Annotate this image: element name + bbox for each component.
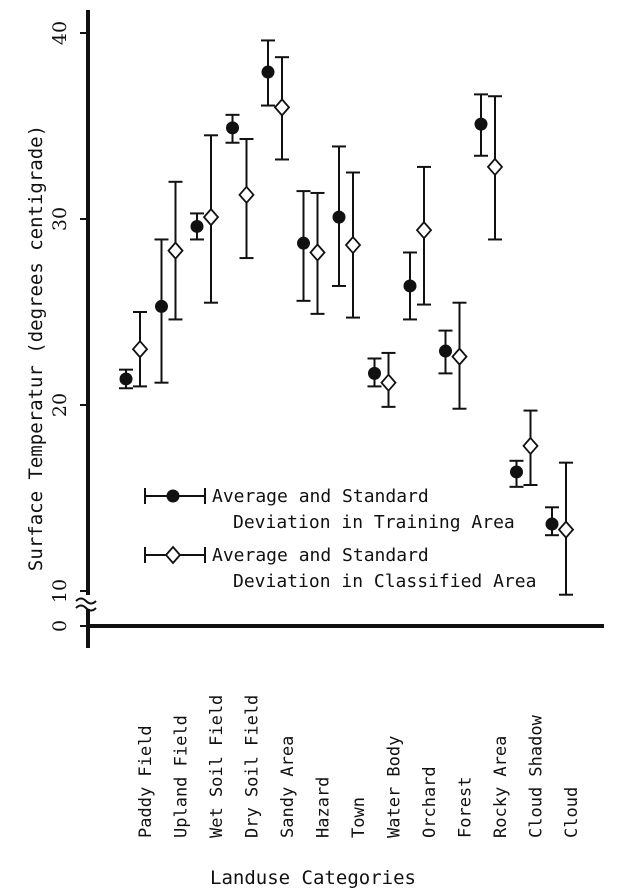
category-labels: Paddy Field Upland Field Wet Soil Field Dry… (136, 695, 582, 838)
point-training-1-marker (155, 299, 168, 313)
y-tick-label-20: 20 (49, 393, 71, 417)
category-label-11: Cloud Shadow (527, 714, 547, 838)
category-label-3: Dry Soil Field (243, 695, 263, 838)
y-tick-label-10: 10 (49, 579, 71, 603)
category-label-7: Water Body (385, 736, 405, 838)
category-label-1: Upland Field (172, 715, 192, 838)
series-classified (131, 56, 575, 596)
point-training-2-marker (190, 219, 204, 233)
y-axis-title: Surface Temperatur (degrees centigrade) (25, 125, 47, 571)
point-classified-6-marker (344, 235, 362, 255)
point-training-6-marker (332, 210, 346, 224)
category-label-8: Orchard (420, 766, 440, 838)
point-training-4-marker (261, 65, 275, 79)
category-label-6: Town (349, 797, 369, 838)
legend-marker (166, 489, 180, 503)
legend-symbol-training (144, 488, 206, 504)
category-label-0: Paddy Field (136, 725, 156, 838)
point-training-3-marker (226, 121, 239, 135)
point-classified-4-marker (273, 98, 291, 117)
point-classified-12-marker (557, 520, 575, 539)
legend-symbol-classified (144, 545, 206, 565)
category-label-5: Hazard (314, 777, 334, 838)
category-label-9: Forest (456, 777, 476, 838)
point-classified-5-marker (309, 243, 326, 262)
x-axis-title: Landuse Categories (210, 867, 416, 889)
legend: Average and Standard Deviation in Traini… (144, 486, 536, 592)
point-training-0-marker (119, 372, 133, 386)
category-label-4: Sandy Area (278, 736, 298, 838)
point-training-7-marker (368, 366, 381, 380)
point-training-9-marker (439, 344, 452, 358)
point-training-8-marker (403, 279, 417, 293)
point-training-11-marker (510, 465, 523, 479)
legend-classified-line2: Deviation in Classified Area (233, 571, 536, 592)
axis-break-mark-lower (75, 604, 97, 612)
legend-training-line1: Average and Standard (212, 486, 429, 507)
point-training-12-marker (545, 517, 559, 531)
axis-break-gap (78, 595, 100, 609)
series-training (119, 39, 559, 537)
legend-training-line2: Deviation in Training Area (233, 512, 515, 533)
point-classified-1-marker (167, 241, 184, 260)
point-classified-10-marker (486, 157, 504, 177)
point-training-10-marker (474, 117, 488, 131)
axes (75, 10, 604, 648)
category-label-10: Rocky Area (491, 736, 511, 838)
y-tick-label-40: 40 (49, 21, 71, 45)
category-label-12: Cloud (562, 787, 582, 838)
legend-marker (164, 545, 182, 565)
point-classified-9-marker (451, 347, 468, 367)
point-classified-2-marker (202, 207, 220, 227)
y-tick-label-0: 0 (49, 620, 71, 632)
point-training-5-marker (297, 236, 310, 250)
y-ticks: 0 10 20 30 40 (49, 21, 88, 632)
point-classified-0-marker (131, 339, 149, 359)
axis-break-mark-upper (75, 597, 97, 605)
legend-classified-line1: Average and Standard (212, 545, 429, 566)
point-classified-11-marker (522, 436, 539, 456)
y-tick-label-30: 30 (49, 207, 71, 231)
category-label-2: Wet Soil Field (207, 695, 227, 838)
point-classified-8-marker (415, 220, 433, 240)
point-classified-7-marker (380, 373, 397, 393)
point-classified-3-marker (238, 185, 255, 205)
